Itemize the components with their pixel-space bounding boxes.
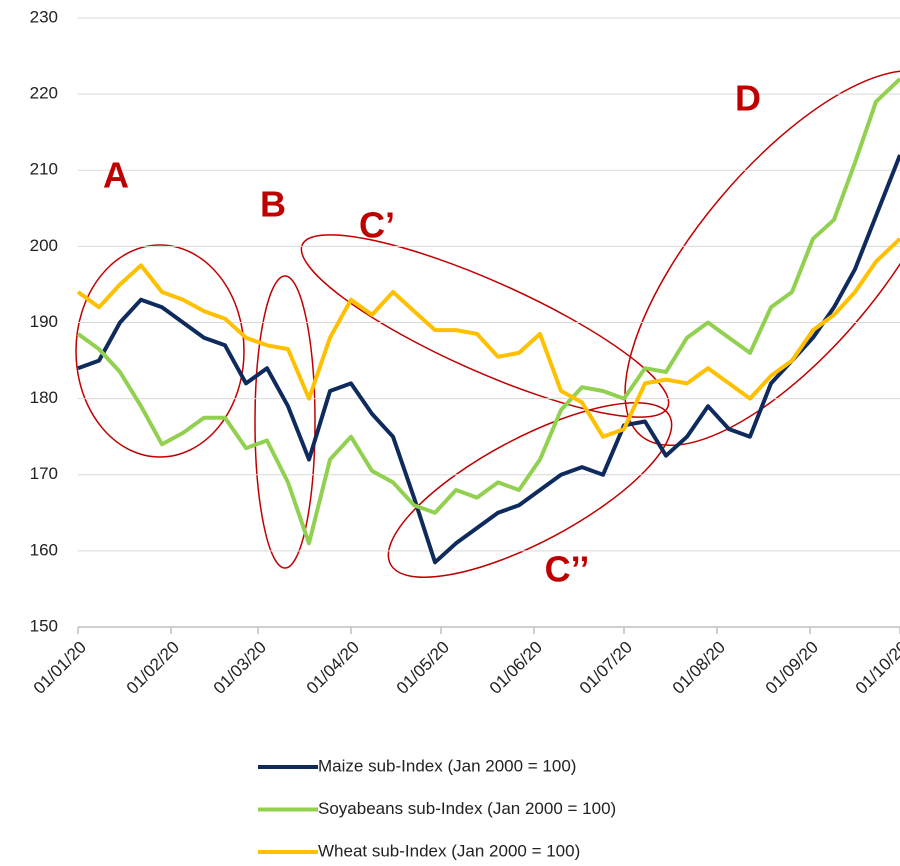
annotation-label: B <box>260 184 286 225</box>
x-tick-label: 01/05/20 <box>393 638 453 698</box>
y-tick-label: 160 <box>30 540 58 559</box>
series-line <box>76 77 900 546</box>
x-tick-label: 01/04/20 <box>303 638 363 698</box>
annotation-ellipses <box>75 69 900 578</box>
y-tick-label: 200 <box>30 236 58 255</box>
x-tick-label: 01/08/20 <box>669 638 729 698</box>
x-tick-label: 01/01/20 <box>30 638 90 698</box>
legend-label: Maize sub-Index (Jan 2000 = 100) <box>318 756 576 775</box>
annotation-label: A <box>103 155 129 196</box>
annotation-label: C’ <box>359 205 395 246</box>
y-tick-label: 150 <box>30 616 58 635</box>
series-line <box>77 154 900 565</box>
ellipse-a <box>75 244 245 458</box>
legend-label: Soyabeans sub-Index (Jan 2000 = 100) <box>318 799 616 818</box>
ellipse-c1 <box>300 234 670 418</box>
x-tick-label: 01/07/20 <box>576 638 636 698</box>
series-line <box>76 237 900 439</box>
ellipse-d <box>624 69 900 447</box>
x-tick-label: 01/02/20 <box>123 638 183 698</box>
x-tick-label: 01/09/20 <box>762 638 822 698</box>
annotation-label: C’’ <box>545 549 590 590</box>
y-tick-label: 210 <box>30 160 58 179</box>
y-tick-label: 190 <box>30 312 58 331</box>
y-tick-label: 220 <box>30 84 58 103</box>
y-tick-label: 180 <box>30 388 58 407</box>
annotation-label: D <box>735 78 761 119</box>
x-tick-label: 01/06/20 <box>486 638 546 698</box>
x-tick-label: 01/10/20 <box>852 638 900 698</box>
y-tick-label: 230 <box>30 7 58 26</box>
legend-label: Wheat sub-Index (Jan 2000 = 100) <box>318 841 580 860</box>
y-tick-label: 170 <box>30 464 58 483</box>
ellipse-b <box>254 275 316 569</box>
x-tick-label: 01/03/20 <box>210 638 270 698</box>
ellipse-c2 <box>387 402 673 578</box>
